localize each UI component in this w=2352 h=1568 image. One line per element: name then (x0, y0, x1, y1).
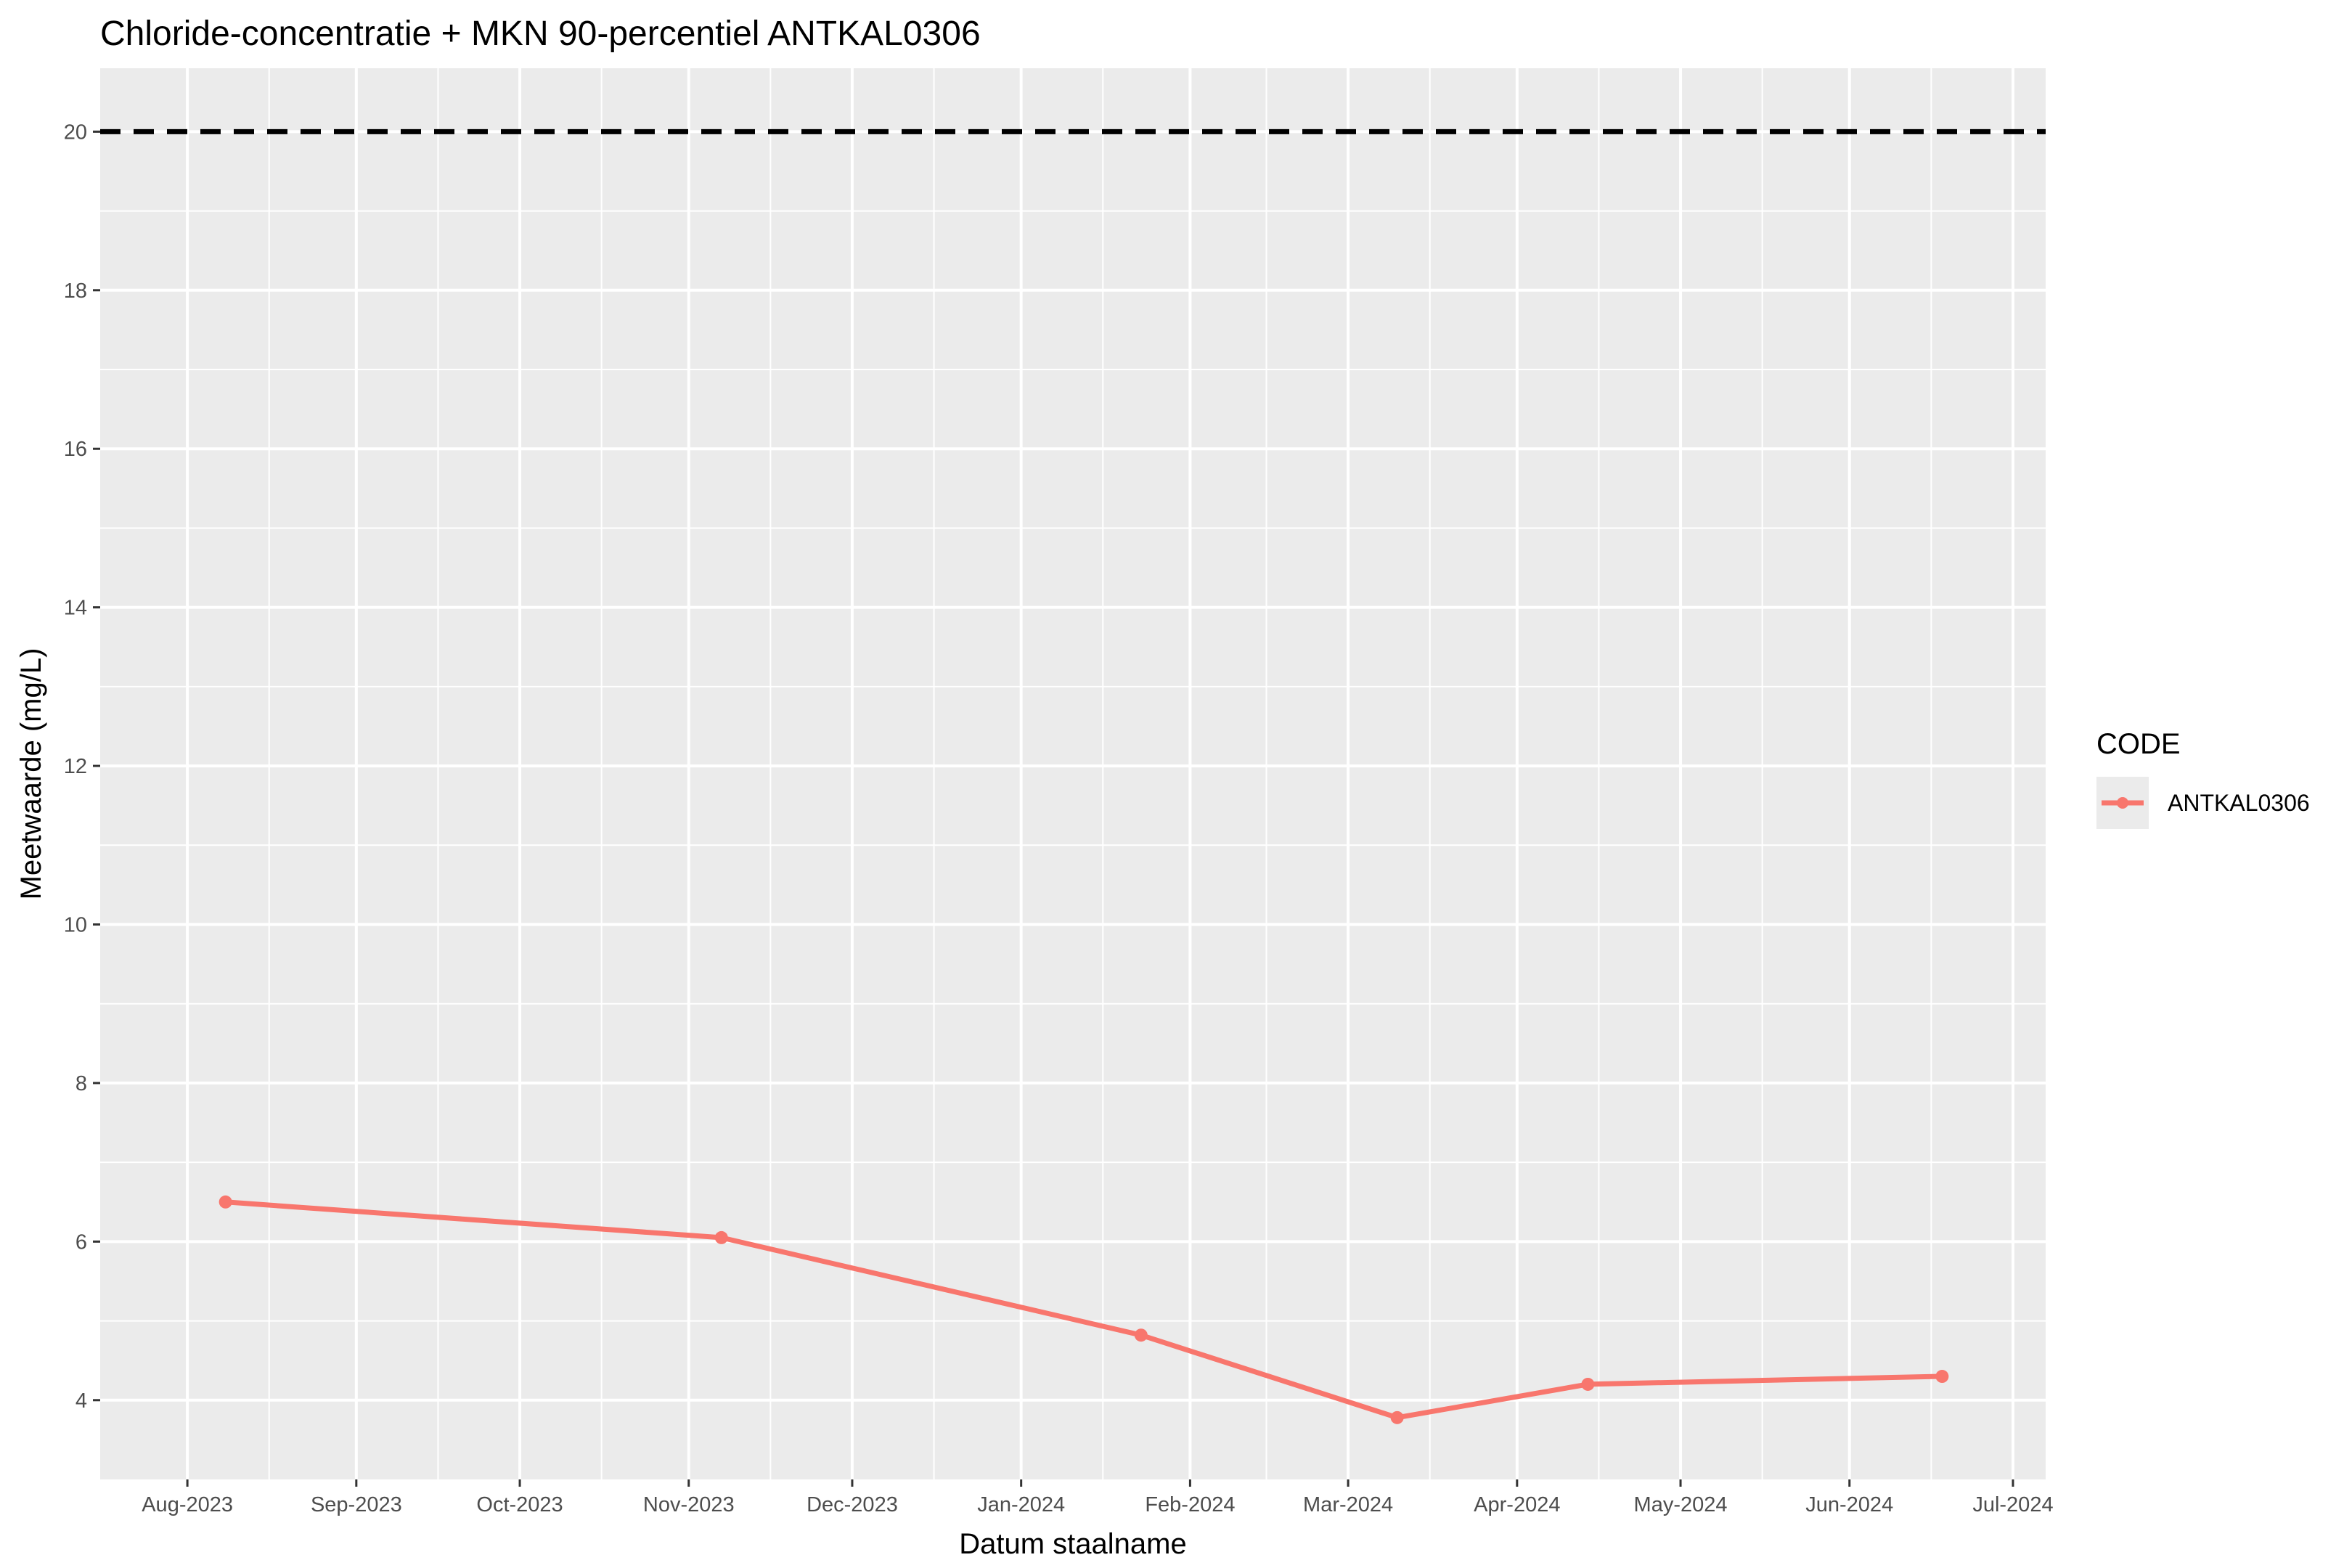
x-tick-label: Jan-2024 (977, 1493, 1065, 1516)
data-point (1134, 1328, 1148, 1342)
x-tick-label: Oct-2023 (476, 1493, 563, 1516)
x-tick-label: Jun-2024 (1805, 1493, 1893, 1516)
x-tick-label: Nov-2023 (643, 1493, 735, 1516)
x-axis-title: Datum staalname (959, 1528, 1186, 1560)
y-tick-label: 8 (75, 1072, 87, 1095)
legend-label: ANTKAL0306 (2168, 790, 2310, 816)
y-tick-label: 20 (64, 121, 87, 144)
y-axis-title: Meetwaarde (mg/L) (15, 648, 47, 900)
data-point (1935, 1370, 1949, 1384)
grid-major (100, 68, 2046, 1479)
y-tick-label: 18 (64, 279, 87, 303)
data-point (1581, 1377, 1595, 1391)
data-point (1390, 1410, 1404, 1424)
x-tick-label: Feb-2024 (1145, 1493, 1235, 1516)
y-tick-label: 14 (64, 597, 87, 620)
series-line (223, 1199, 1945, 1421)
x-tick-label: Mar-2024 (1303, 1493, 1393, 1516)
y-tick-label: 12 (64, 755, 87, 778)
data-point (714, 1230, 728, 1244)
x-tick-label: Aug-2023 (142, 1493, 233, 1516)
x-tick-label: Jul-2024 (1972, 1493, 2053, 1516)
series-group (219, 1195, 1949, 1424)
data-point (219, 1195, 232, 1209)
y-tick-label: 10 (64, 914, 87, 937)
legend: CODE ANTKAL0306 (2096, 728, 2310, 829)
grid-minor (100, 68, 2046, 1479)
y-tick-label: 4 (75, 1389, 87, 1413)
y-tick-label: 6 (75, 1230, 87, 1254)
x-tick-label: Sep-2023 (311, 1493, 402, 1516)
chart-title: Chloride-concentratie + MKN 90-percentie… (100, 15, 981, 53)
x-tick-label: May-2024 (1634, 1493, 1728, 1516)
plot-panel (100, 68, 2046, 1479)
x-tick-label: Apr-2024 (1474, 1493, 1560, 1516)
legend-key-point (2117, 797, 2128, 809)
y-axis-ticks: 4 6 8 10 12 14 16 18 20 (64, 121, 100, 1413)
x-tick-label: Dec-2023 (807, 1493, 898, 1516)
y-tick-label: 16 (64, 438, 87, 461)
legend-title: CODE (2096, 728, 2181, 760)
x-axis-ticks: Aug-2023 Sep-2023 Oct-2023 Nov-2023 Dec-2023… (142, 1479, 2054, 1516)
